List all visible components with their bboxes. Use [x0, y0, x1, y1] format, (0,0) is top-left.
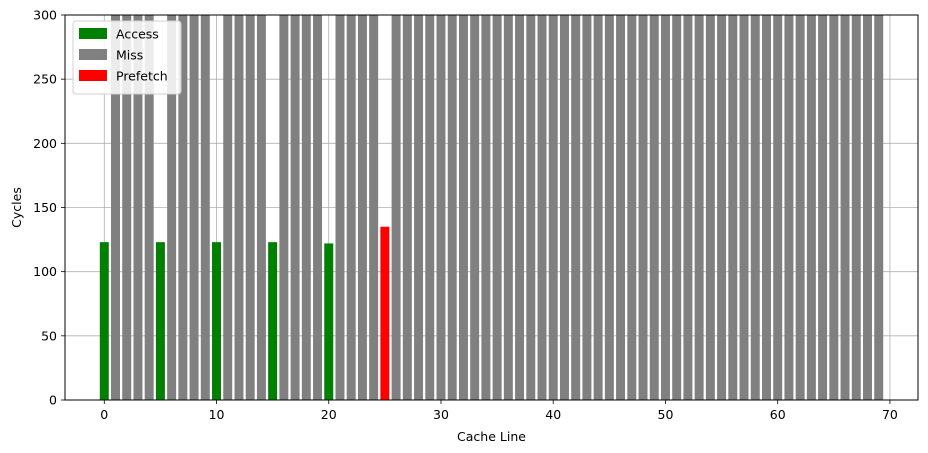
bar-access — [99, 242, 109, 400]
legend-label-miss: Miss — [116, 48, 143, 63]
bar-miss — [122, 15, 132, 400]
x-tick-label: 40 — [545, 407, 561, 422]
x-tick-label: 0 — [100, 407, 108, 422]
y-axis-label: Cycles — [9, 187, 24, 228]
x-tick-label: 30 — [433, 407, 449, 422]
bar-miss — [167, 15, 177, 400]
bar-miss — [672, 15, 682, 400]
legend-label-prefetch: Prefetch — [116, 69, 168, 84]
bar-miss — [784, 15, 794, 400]
bar-miss — [660, 15, 670, 400]
bar-miss — [717, 15, 727, 400]
bar-miss — [256, 15, 266, 400]
bar-miss — [279, 15, 289, 400]
bar-miss — [245, 15, 255, 400]
bar-miss — [705, 15, 715, 400]
bar-miss — [223, 15, 233, 400]
bar-miss — [616, 15, 626, 400]
y-axis-ticks: 0 50 100 150 200 250 300 — [33, 8, 65, 408]
bar-prefetch — [380, 226, 390, 400]
bar-miss — [627, 15, 637, 400]
bar-miss — [773, 15, 783, 400]
bar-miss — [526, 15, 536, 400]
bar-miss — [346, 15, 356, 400]
x-tick-label: 10 — [209, 407, 225, 422]
bar-miss — [290, 15, 300, 400]
bar-miss — [402, 15, 412, 400]
bar-miss — [414, 15, 424, 400]
bar-miss — [750, 15, 760, 400]
bar-miss — [492, 15, 502, 400]
bar-miss — [806, 15, 816, 400]
bar-miss — [133, 15, 143, 400]
bar-miss — [582, 15, 592, 400]
legend-swatch-miss — [79, 49, 107, 60]
bars — [99, 15, 884, 400]
legend: Access Miss Prefetch — [72, 20, 182, 95]
bar-miss — [189, 15, 199, 400]
bar-miss — [470, 15, 480, 400]
bar-access — [324, 243, 334, 400]
bar-miss — [503, 15, 513, 400]
bar-miss — [728, 15, 738, 400]
bar-miss — [739, 15, 749, 400]
bar-miss — [548, 15, 558, 400]
bar-miss — [369, 15, 379, 400]
bar-access — [212, 242, 222, 400]
x-tick-label: 50 — [658, 407, 674, 422]
bar-miss — [301, 15, 311, 400]
bar-miss — [593, 15, 603, 400]
bar-miss — [683, 15, 693, 400]
x-axis-ticks: 0 10 20 30 40 50 60 70 — [100, 400, 898, 422]
bar-miss — [795, 15, 805, 400]
y-tick-label: 50 — [41, 328, 57, 343]
legend-label-access: Access — [116, 27, 159, 42]
bar-miss — [357, 15, 367, 400]
bar-miss — [391, 15, 401, 400]
bar-access — [155, 242, 165, 400]
x-axis-label: Cache Line — [457, 429, 526, 444]
bar-miss — [694, 15, 704, 400]
bar-miss — [313, 15, 323, 400]
bar-miss — [571, 15, 581, 400]
bar-access — [268, 242, 278, 400]
bar-miss — [200, 15, 210, 400]
y-tick-label: 200 — [33, 136, 57, 151]
y-tick-label: 100 — [33, 264, 57, 279]
x-tick-label: 70 — [882, 407, 898, 422]
bar-miss — [458, 15, 468, 400]
bar-miss — [178, 15, 188, 400]
legend-swatch-access — [79, 28, 107, 39]
bar-miss — [537, 15, 547, 400]
bar-miss — [604, 15, 614, 400]
bar-miss — [436, 15, 446, 400]
bar-miss — [761, 15, 771, 400]
bar-miss — [515, 15, 525, 400]
bar-miss — [111, 15, 120, 400]
y-tick-label: 250 — [33, 72, 57, 87]
y-tick-label: 300 — [33, 8, 57, 23]
bar-miss — [863, 15, 872, 400]
legend-swatch-prefetch — [79, 70, 107, 81]
bar-miss — [447, 15, 457, 400]
x-tick-label: 20 — [321, 407, 337, 422]
bar-miss — [649, 15, 659, 400]
bar-miss — [481, 15, 491, 400]
bar-miss — [638, 15, 648, 400]
bar-miss — [829, 15, 839, 400]
bar-miss — [874, 15, 884, 400]
y-tick-label: 150 — [33, 200, 57, 215]
bar-miss — [840, 15, 850, 400]
bar-miss — [335, 15, 345, 400]
bar-miss — [851, 15, 861, 400]
bar-miss — [559, 15, 569, 400]
bar-miss — [425, 15, 435, 400]
bar-miss — [818, 15, 828, 400]
bar-miss — [234, 15, 244, 400]
y-tick-label: 0 — [49, 393, 57, 408]
bar-miss — [144, 15, 154, 400]
x-tick-label: 60 — [770, 407, 786, 422]
